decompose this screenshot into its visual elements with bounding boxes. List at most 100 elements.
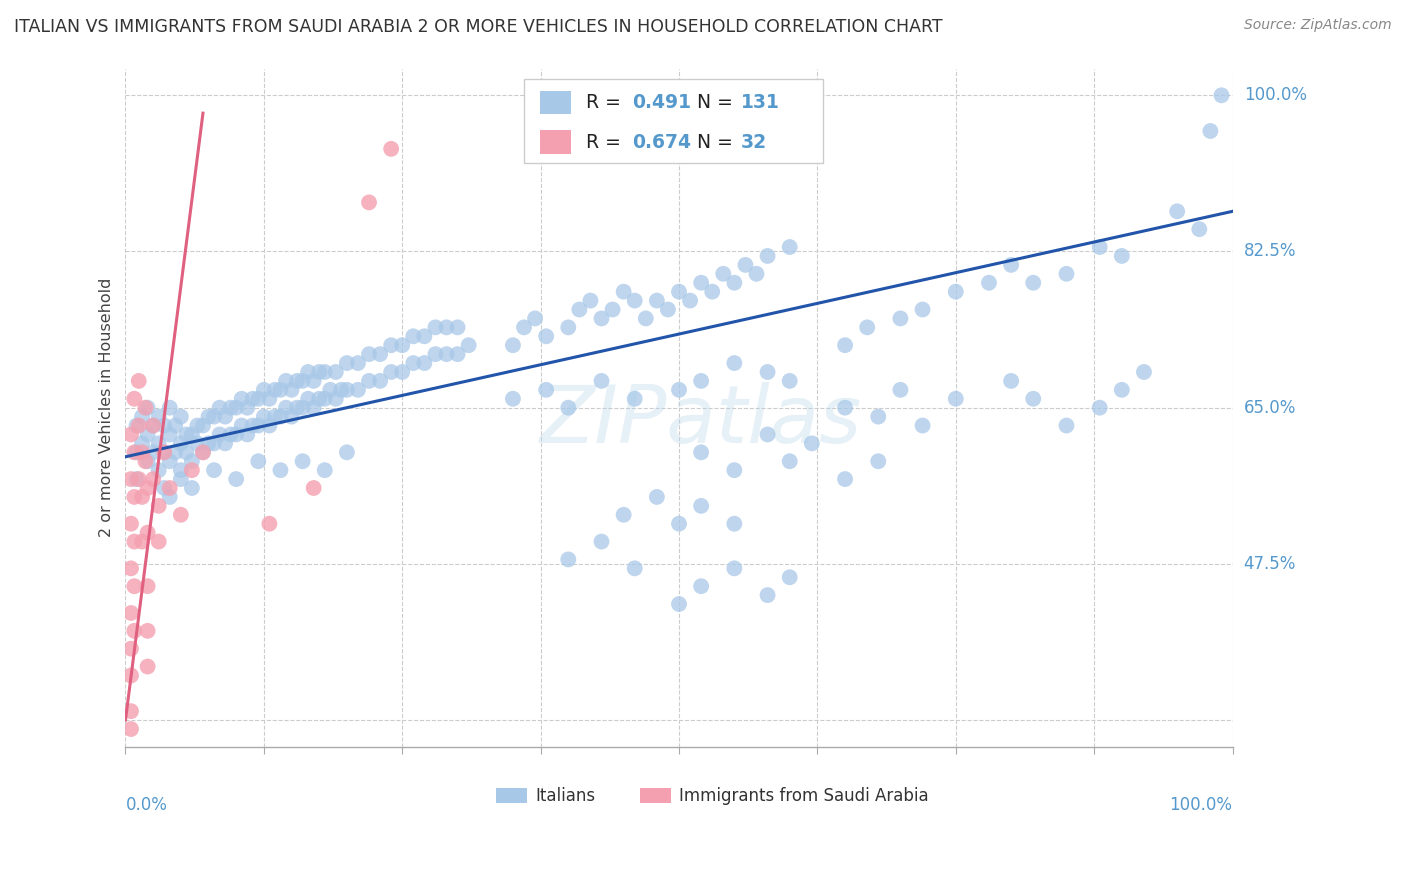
Point [231,392,253,406]
Point [1022,276,1045,290]
Point [285,374,308,388]
Point [170,436,193,450]
Point [297,392,319,406]
Point [325,365,347,379]
Point [247,392,270,406]
Point [214,409,236,424]
Point [124,392,146,406]
Point [756,249,779,263]
Point [120,516,142,531]
Point [734,258,756,272]
Point [834,401,856,415]
Point [325,392,347,406]
Text: ITALIAN VS IMMIGRANTS FROM SAUDI ARABIA 2 OR MORE VEHICLES IN HOUSEHOLD CORRELAT: ITALIAN VS IMMIGRANTS FROM SAUDI ARABIA … [14,18,942,36]
Point [779,570,801,584]
Point [347,383,370,397]
Point [153,481,176,495]
Point [247,454,270,468]
Point [557,401,579,415]
Point [125,418,148,433]
Point [1199,124,1222,138]
Point [259,392,281,406]
Point [779,374,801,388]
Point [291,454,314,468]
Point [1211,88,1233,103]
Point [690,499,713,513]
Point [269,463,291,477]
Point [125,472,148,486]
Point [236,401,259,415]
Point [153,418,176,433]
Point [124,579,146,593]
Text: 82.5%: 82.5% [1244,243,1296,260]
Point [259,516,281,531]
Point [131,534,153,549]
Point [148,499,170,513]
Point [623,561,645,575]
Y-axis label: 2 or more Vehicles in Household: 2 or more Vehicles in Household [100,278,114,537]
Point [180,463,202,477]
Point [391,365,413,379]
Point [242,418,264,433]
Point [945,285,967,299]
Point [148,409,170,424]
Point [136,659,159,673]
Point [1000,374,1022,388]
Text: 0.0%: 0.0% [125,796,167,814]
Point [302,481,325,495]
Point [142,418,165,433]
Point [136,427,159,442]
Point [191,445,214,459]
Point [391,338,413,352]
FancyBboxPatch shape [524,78,823,163]
Point [425,347,447,361]
Point [446,347,468,361]
Point [1056,418,1078,433]
Point [308,365,330,379]
Point [911,418,934,433]
Text: Immigrants from Saudi Arabia: Immigrants from Saudi Arabia [679,787,928,805]
Point [186,436,208,450]
Text: Italians: Italians [536,787,595,805]
Bar [540,130,571,154]
Point [269,409,291,424]
Point [413,356,436,370]
Point [302,401,325,415]
Point [368,347,391,361]
Point [291,401,314,415]
Point [834,338,856,352]
Point [120,704,142,718]
Point [159,490,181,504]
Text: R =: R = [586,93,627,112]
Text: N =: N = [697,93,738,112]
Point [136,401,159,415]
Point [131,490,153,504]
Point [834,472,856,486]
Point [623,293,645,308]
Bar [640,789,671,803]
Point [280,383,302,397]
Text: 0.491: 0.491 [633,93,692,112]
Point [591,374,613,388]
Point [176,427,198,442]
Point [269,383,291,397]
Point [711,267,734,281]
Point [668,285,690,299]
Point [579,293,602,308]
Point [457,338,479,352]
Point [124,490,146,504]
Point [889,311,911,326]
Point [534,383,557,397]
Point [634,311,657,326]
Point [159,427,181,442]
Point [280,409,302,424]
Point [159,401,181,415]
Point [208,401,231,415]
Point [302,374,325,388]
Point [723,356,745,370]
Point [380,142,402,156]
Point [502,392,524,406]
Point [690,276,713,290]
Point [124,445,146,459]
Point [723,276,745,290]
